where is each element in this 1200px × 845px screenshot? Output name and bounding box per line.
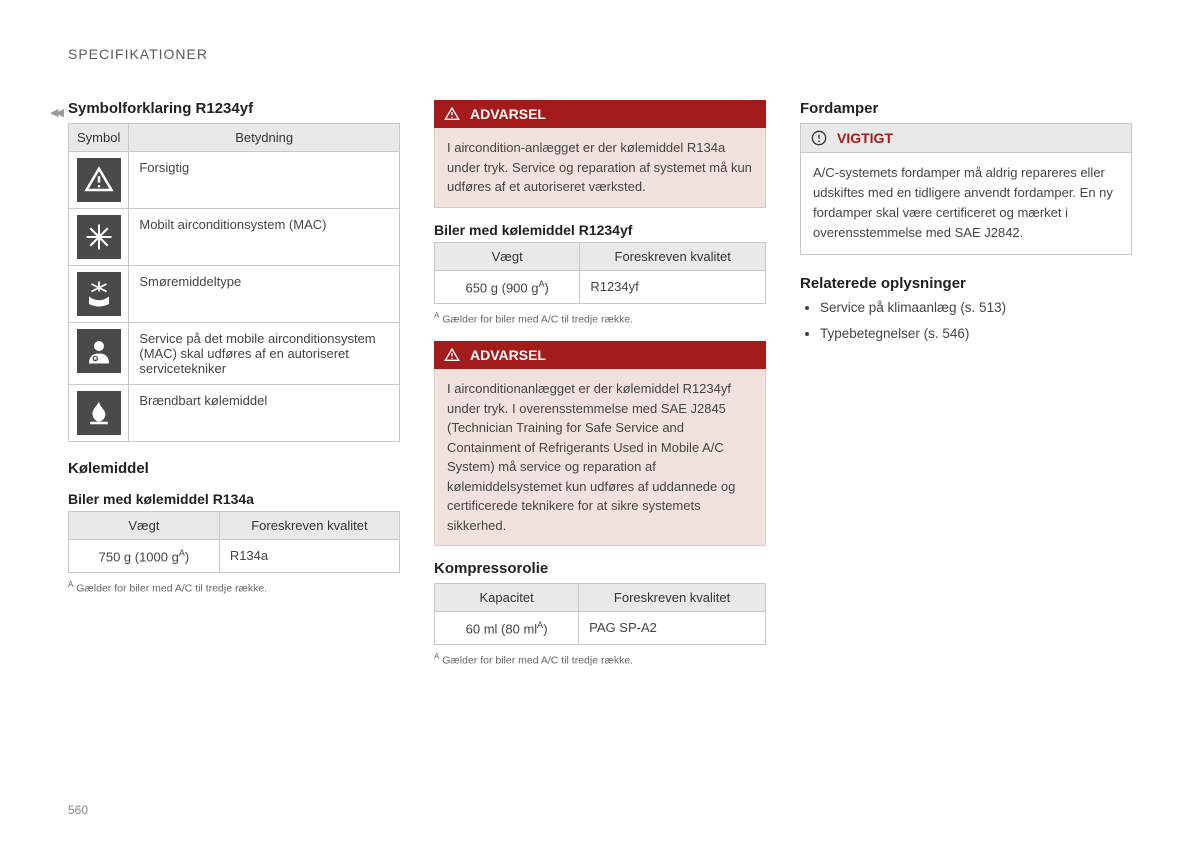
symbol-meaning: Forsigtig xyxy=(129,152,400,209)
symbol-meaning: Mobilt airconditionsystem (MAC) xyxy=(129,209,400,266)
page-number: 560 xyxy=(68,803,88,817)
symbol-header-symbol: Symbol xyxy=(69,124,129,152)
r134a-table: Vægt Foreskreven kvalitet 750 g (1000 gA… xyxy=(68,511,400,573)
r134a-header-quality: Foreskreven kvalitet xyxy=(219,512,399,540)
related-item: Service på klimaanlæg (s. 513) xyxy=(820,298,1132,318)
snowflake-icon xyxy=(77,215,121,259)
important-body: A/C-systemets fordamper må aldrig repare… xyxy=(801,153,1131,254)
table-row: Mobilt airconditionsystem (MAC) xyxy=(69,209,400,266)
warning-body-1: I aircondition-anlægget er der kølemidde… xyxy=(434,128,766,208)
table-row: 650 g (900 gA) R1234yf xyxy=(435,270,766,303)
table-row: Brændbart kølemiddel xyxy=(69,385,400,442)
r1234-header-quality: Foreskreven kvalitet xyxy=(580,242,766,270)
table-row: Service på det mobile airconditionsystem… xyxy=(69,323,400,385)
oil-quality: PAG SP-A2 xyxy=(579,612,766,645)
important-circle-icon xyxy=(811,130,827,146)
column-3: Fordamper VIGTIGT A/C-systemets fordampe… xyxy=(800,96,1132,669)
caution-icon xyxy=(77,158,121,202)
r1234-weight: 650 g (900 gA) xyxy=(435,270,580,303)
column-2: ADVARSEL I aircondition-anlægget er der … xyxy=(434,96,766,669)
symbol-table: Symbol Betydning Forsigtig xyxy=(68,123,400,442)
lubricant-icon xyxy=(77,272,121,316)
symbol-meaning: Service på det mobile airconditionsystem… xyxy=(129,323,400,385)
warning-triangle-icon xyxy=(444,347,460,363)
r134a-header-weight: Vægt xyxy=(69,512,220,540)
evaporator-title: Fordamper xyxy=(800,100,1132,117)
r134a-quality: R134a xyxy=(219,540,399,573)
symbol-meaning: Smøremiddeltype xyxy=(129,266,400,323)
r134a-weight: 750 g (1000 gA) xyxy=(69,540,220,573)
symbol-meaning: Brændbart kølemiddel xyxy=(129,385,400,442)
continuation-arrows: ◀◀ xyxy=(50,106,61,119)
oil-header-quality: Foreskreven kvalitet xyxy=(579,584,766,612)
oil-table: Kapacitet Foreskreven kvalitet 60 ml (80… xyxy=(434,583,766,645)
table-row: Smøremiddeltype xyxy=(69,266,400,323)
oil-header-capacity: Kapacitet xyxy=(435,584,579,612)
warning-box-1: ADVARSEL I aircondition-anlægget er der … xyxy=(434,100,766,208)
table-row: 750 g (1000 gA) R134a xyxy=(69,540,400,573)
related-list: Service på klimaanlæg (s. 513) Typebeteg… xyxy=(800,298,1132,345)
related-info-title: Relaterede oplysninger xyxy=(800,275,1132,292)
oil-capacity: 60 ml (80 mlA) xyxy=(435,612,579,645)
warning-title: ADVARSEL xyxy=(470,347,546,363)
warning-triangle-icon xyxy=(444,106,460,122)
important-title: VIGTIGT xyxy=(837,130,893,146)
page-header: SPECIFIKATIONER xyxy=(68,46,1132,62)
flame-icon xyxy=(77,391,121,435)
important-box: VIGTIGT A/C-systemets fordamper må aldri… xyxy=(800,123,1132,255)
column-1: Symbolforklaring R1234yf Symbol Betydnin… xyxy=(68,96,400,669)
compressor-oil-title: Kompressorolie xyxy=(434,560,766,577)
r1234yf-subheading: Biler med kølemiddel R1234yf xyxy=(434,222,766,238)
footnote-col2b: A Gælder for biler med A/C til tredje ræ… xyxy=(434,651,766,668)
refrigerant-title: Kølemiddel xyxy=(68,460,400,477)
r134a-subheading: Biler med kølemiddel R134a xyxy=(68,491,400,507)
technician-icon xyxy=(77,329,121,373)
r1234-quality: R1234yf xyxy=(580,270,766,303)
symbol-header-meaning: Betydning xyxy=(129,124,400,152)
warning-title: ADVARSEL xyxy=(470,106,546,122)
symbol-explanation-title: Symbolforklaring R1234yf xyxy=(68,100,400,117)
table-row: 60 ml (80 mlA) PAG SP-A2 xyxy=(435,612,766,645)
r1234yf-table: Vægt Foreskreven kvalitet 650 g (900 gA)… xyxy=(434,242,766,304)
footnote-col2a: A Gælder for biler med A/C til tredje ræ… xyxy=(434,310,766,327)
table-row: Forsigtig xyxy=(69,152,400,209)
related-item: Typebetegnelser (s. 546) xyxy=(820,324,1132,344)
warning-box-2: ADVARSEL I airconditionanlægget er der k… xyxy=(434,341,766,546)
r1234-header-weight: Vægt xyxy=(435,242,580,270)
footnote-col1: A Gælder for biler med A/C til tredje ræ… xyxy=(68,579,400,596)
warning-body-2: I airconditionanlægget er der kølemiddel… xyxy=(434,369,766,546)
